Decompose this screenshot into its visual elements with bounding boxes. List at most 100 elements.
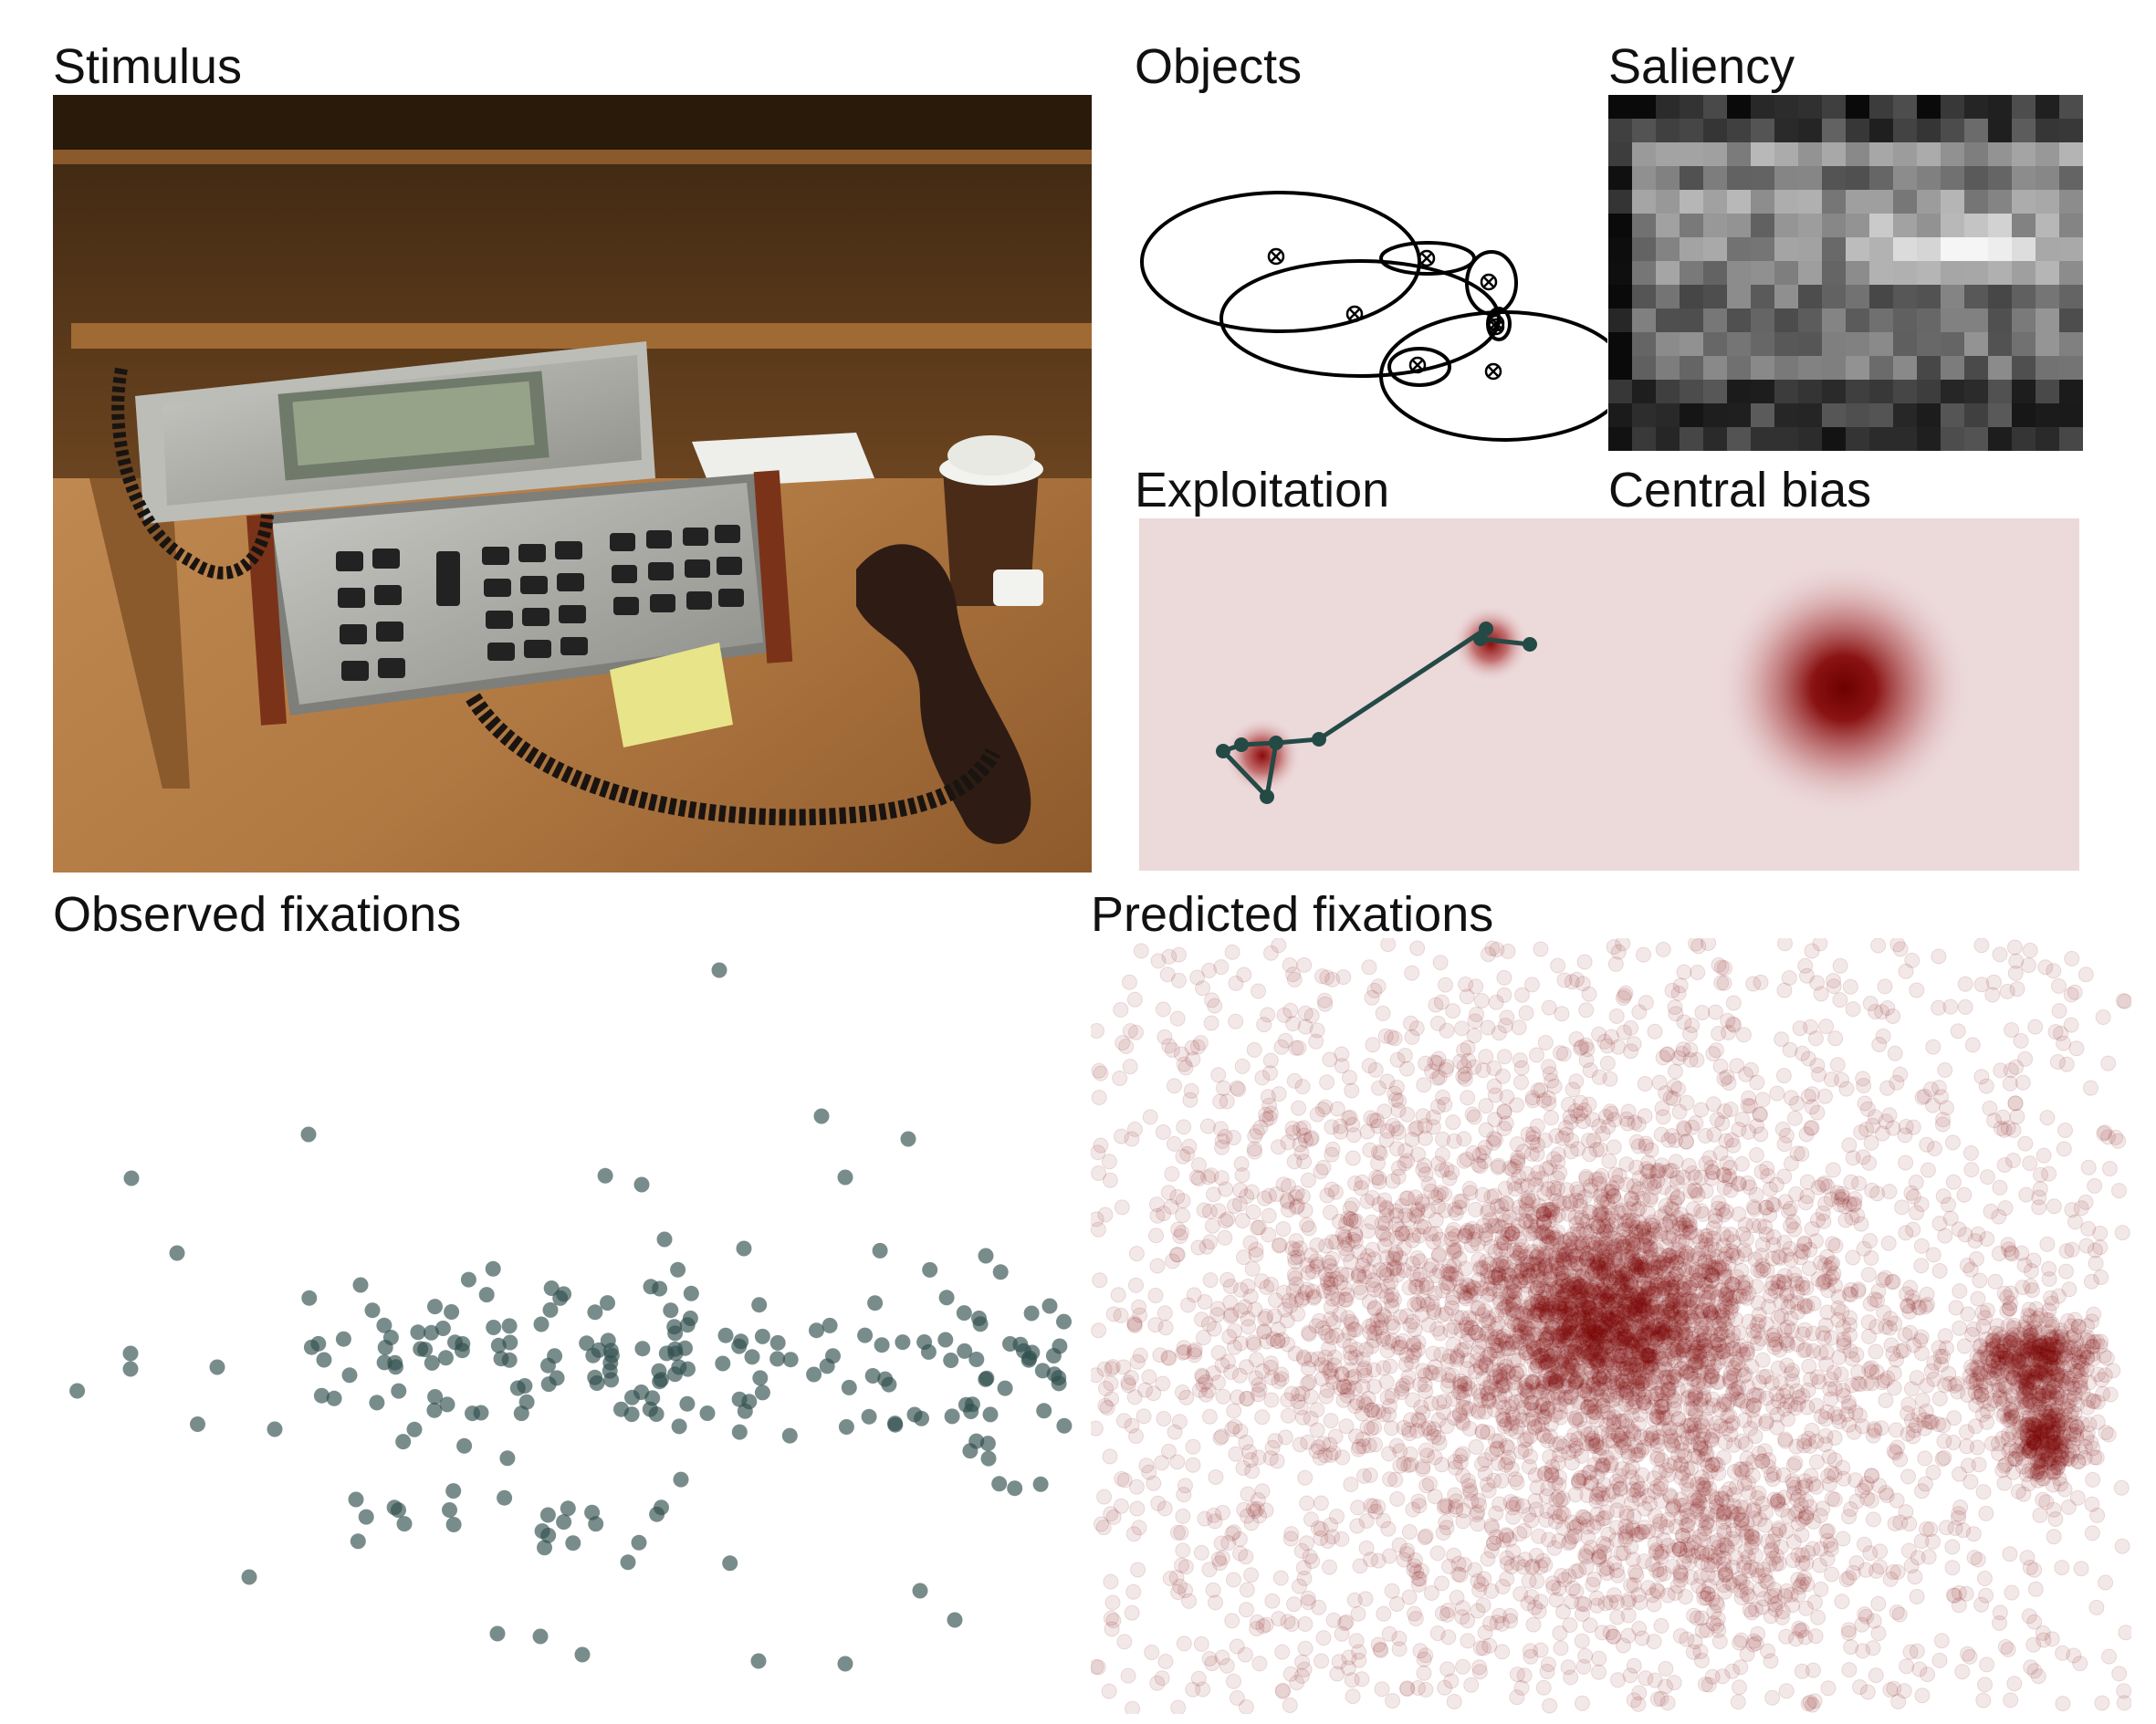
predicted-fixation-point (1712, 1058, 1729, 1074)
predicted-fixation-point (1785, 1214, 1801, 1230)
predicted-fixation-point (1554, 1505, 1570, 1521)
predicted-fixation-point (1900, 1468, 1916, 1485)
saliency-cell (1846, 142, 1870, 167)
predicted-fixation-point (1897, 1327, 1913, 1343)
predicted-fixation-point (1920, 1296, 1936, 1312)
saliency-cell (1608, 142, 1633, 167)
saliency-cell (1656, 380, 1680, 404)
saliency-cell (1846, 285, 1870, 309)
predicted-fixation-point (1829, 1057, 1846, 1073)
predicted-fixation-point (1689, 1051, 1705, 1068)
predicted-fixation-point (1282, 1698, 1298, 1713)
predicted-fixation-point (1110, 1287, 1126, 1303)
saliency-cell (1703, 261, 1728, 286)
predicted-fixation-point (1999, 983, 2015, 999)
predicted-fixation-point (1776, 1136, 1793, 1153)
predicted-fixation-point (1982, 1100, 1998, 1116)
predicted-fixation-point (1588, 1437, 1605, 1453)
predicted-fixations-plot (1091, 938, 2131, 1714)
predicted-fixation-point (1810, 1271, 1826, 1287)
predicted-fixation-point (1280, 1614, 1296, 1630)
observed-fixation-point (406, 1421, 423, 1437)
predicted-fixation-point (1432, 955, 1449, 971)
predicted-fixation-point (1596, 1207, 1612, 1223)
predicted-fixation-point (1832, 957, 1848, 974)
predicted-fixation-point (1965, 1526, 1982, 1542)
predicted-fixation-point (2064, 1241, 2080, 1258)
predicted-fixation-point (1653, 1617, 1669, 1634)
predicted-fixation-point (1898, 1119, 1914, 1134)
predicted-fixation-point (1667, 999, 1683, 1016)
predicted-fixation-point (1244, 1260, 1261, 1277)
predicted-fixation-point (1868, 1004, 1884, 1019)
observed-fixation-point (912, 1583, 928, 1599)
predicted-fixation-point (1308, 1033, 1324, 1050)
saliency-cell (2059, 427, 2083, 451)
predicted-fixation-point (1957, 976, 1973, 992)
predicted-fixation-point (1919, 1377, 1935, 1394)
saliency-cell (1917, 166, 1941, 191)
observed-fixation-point (731, 1424, 748, 1440)
predicted-fixation-point (1331, 1654, 1347, 1670)
saliency-cell (1751, 214, 1775, 238)
predicted-fixation-point (2060, 1389, 2077, 1405)
predicted-fixation-point (2006, 1676, 2023, 1692)
observed-fixation-point (679, 1395, 696, 1412)
predicted-fixation-point (1150, 1495, 1167, 1511)
predicted-fixation-point (1823, 1071, 1839, 1088)
predicted-fixation-point (1366, 1419, 1382, 1436)
predicted-fixation-point (1115, 1359, 1132, 1375)
predicted-fixation-point (1428, 997, 1444, 1013)
predicted-fixation-point (1623, 1019, 1639, 1036)
predicted-fixation-point (1542, 1698, 1558, 1714)
predicted-fixation-point (1878, 1393, 1894, 1408)
observed-fixation-point (502, 1334, 518, 1351)
saliency-cell (2012, 166, 2036, 191)
saliency-cell (1727, 214, 1752, 238)
predicted-fixation-point (1798, 1505, 1815, 1521)
predicted-fixation-point (1141, 1369, 1157, 1385)
predicted-fixation-point (1711, 956, 1727, 973)
observed-fixation-point (819, 1358, 835, 1374)
saliency-cell (1822, 308, 1847, 333)
predicted-fixation-point (1385, 1693, 1401, 1709)
predicted-fixation-point (1682, 1026, 1698, 1042)
predicted-fixation-point (1626, 1036, 1642, 1052)
observed-fixation-point (486, 1320, 502, 1335)
observed-fixation-point (489, 1625, 506, 1642)
predicted-fixation-point (1796, 1322, 1813, 1338)
predicted-fixation-point (1131, 1520, 1147, 1536)
predicted-fixation-point (1205, 1217, 1220, 1234)
predicted-fixation-point (1201, 1408, 1218, 1425)
predicted-fixation-point (1735, 1027, 1752, 1043)
saliency-cell (1632, 285, 1657, 309)
predicted-fixation-point (1303, 1511, 1319, 1528)
saliency-cell (1656, 308, 1680, 333)
predicted-fixation-point (1455, 1600, 1470, 1616)
predicted-fixation-point (1602, 1625, 1618, 1641)
predicted-fixation-point (1925, 1247, 1941, 1263)
predicted-fixation-point (1251, 1656, 1268, 1672)
predicted-fixation-point (2073, 1561, 2089, 1577)
predicted-fixation-point (1842, 978, 1858, 995)
predicted-fixation-point (1484, 1218, 1501, 1234)
saliency-cell (1988, 214, 2013, 238)
predicted-fixation-point (1324, 1263, 1340, 1280)
predicted-fixation-point (1959, 1438, 1975, 1455)
predicted-fixation-point (1438, 977, 1453, 993)
saliency-cell (1798, 380, 1823, 404)
observed-fixation-point (991, 1476, 1008, 1492)
predicted-fixation-point (1569, 1440, 1586, 1457)
predicted-fixation-point (1535, 1679, 1552, 1696)
saliency-cell (1964, 403, 1989, 428)
predicted-fixation-point (1914, 1687, 1931, 1704)
saliency-cell (1822, 119, 1847, 143)
predicted-fixation-point (1913, 1345, 1930, 1362)
predicted-fixation-point (2033, 1415, 2049, 1431)
predicted-fixation-point (2013, 1033, 2029, 1049)
saliency-cell (1893, 119, 1918, 143)
observed-fixation-point (539, 1507, 556, 1523)
saliency-cell (1964, 142, 1989, 167)
predicted-fixation-point (1327, 1428, 1344, 1445)
predicted-fixation-point (1481, 946, 1496, 963)
